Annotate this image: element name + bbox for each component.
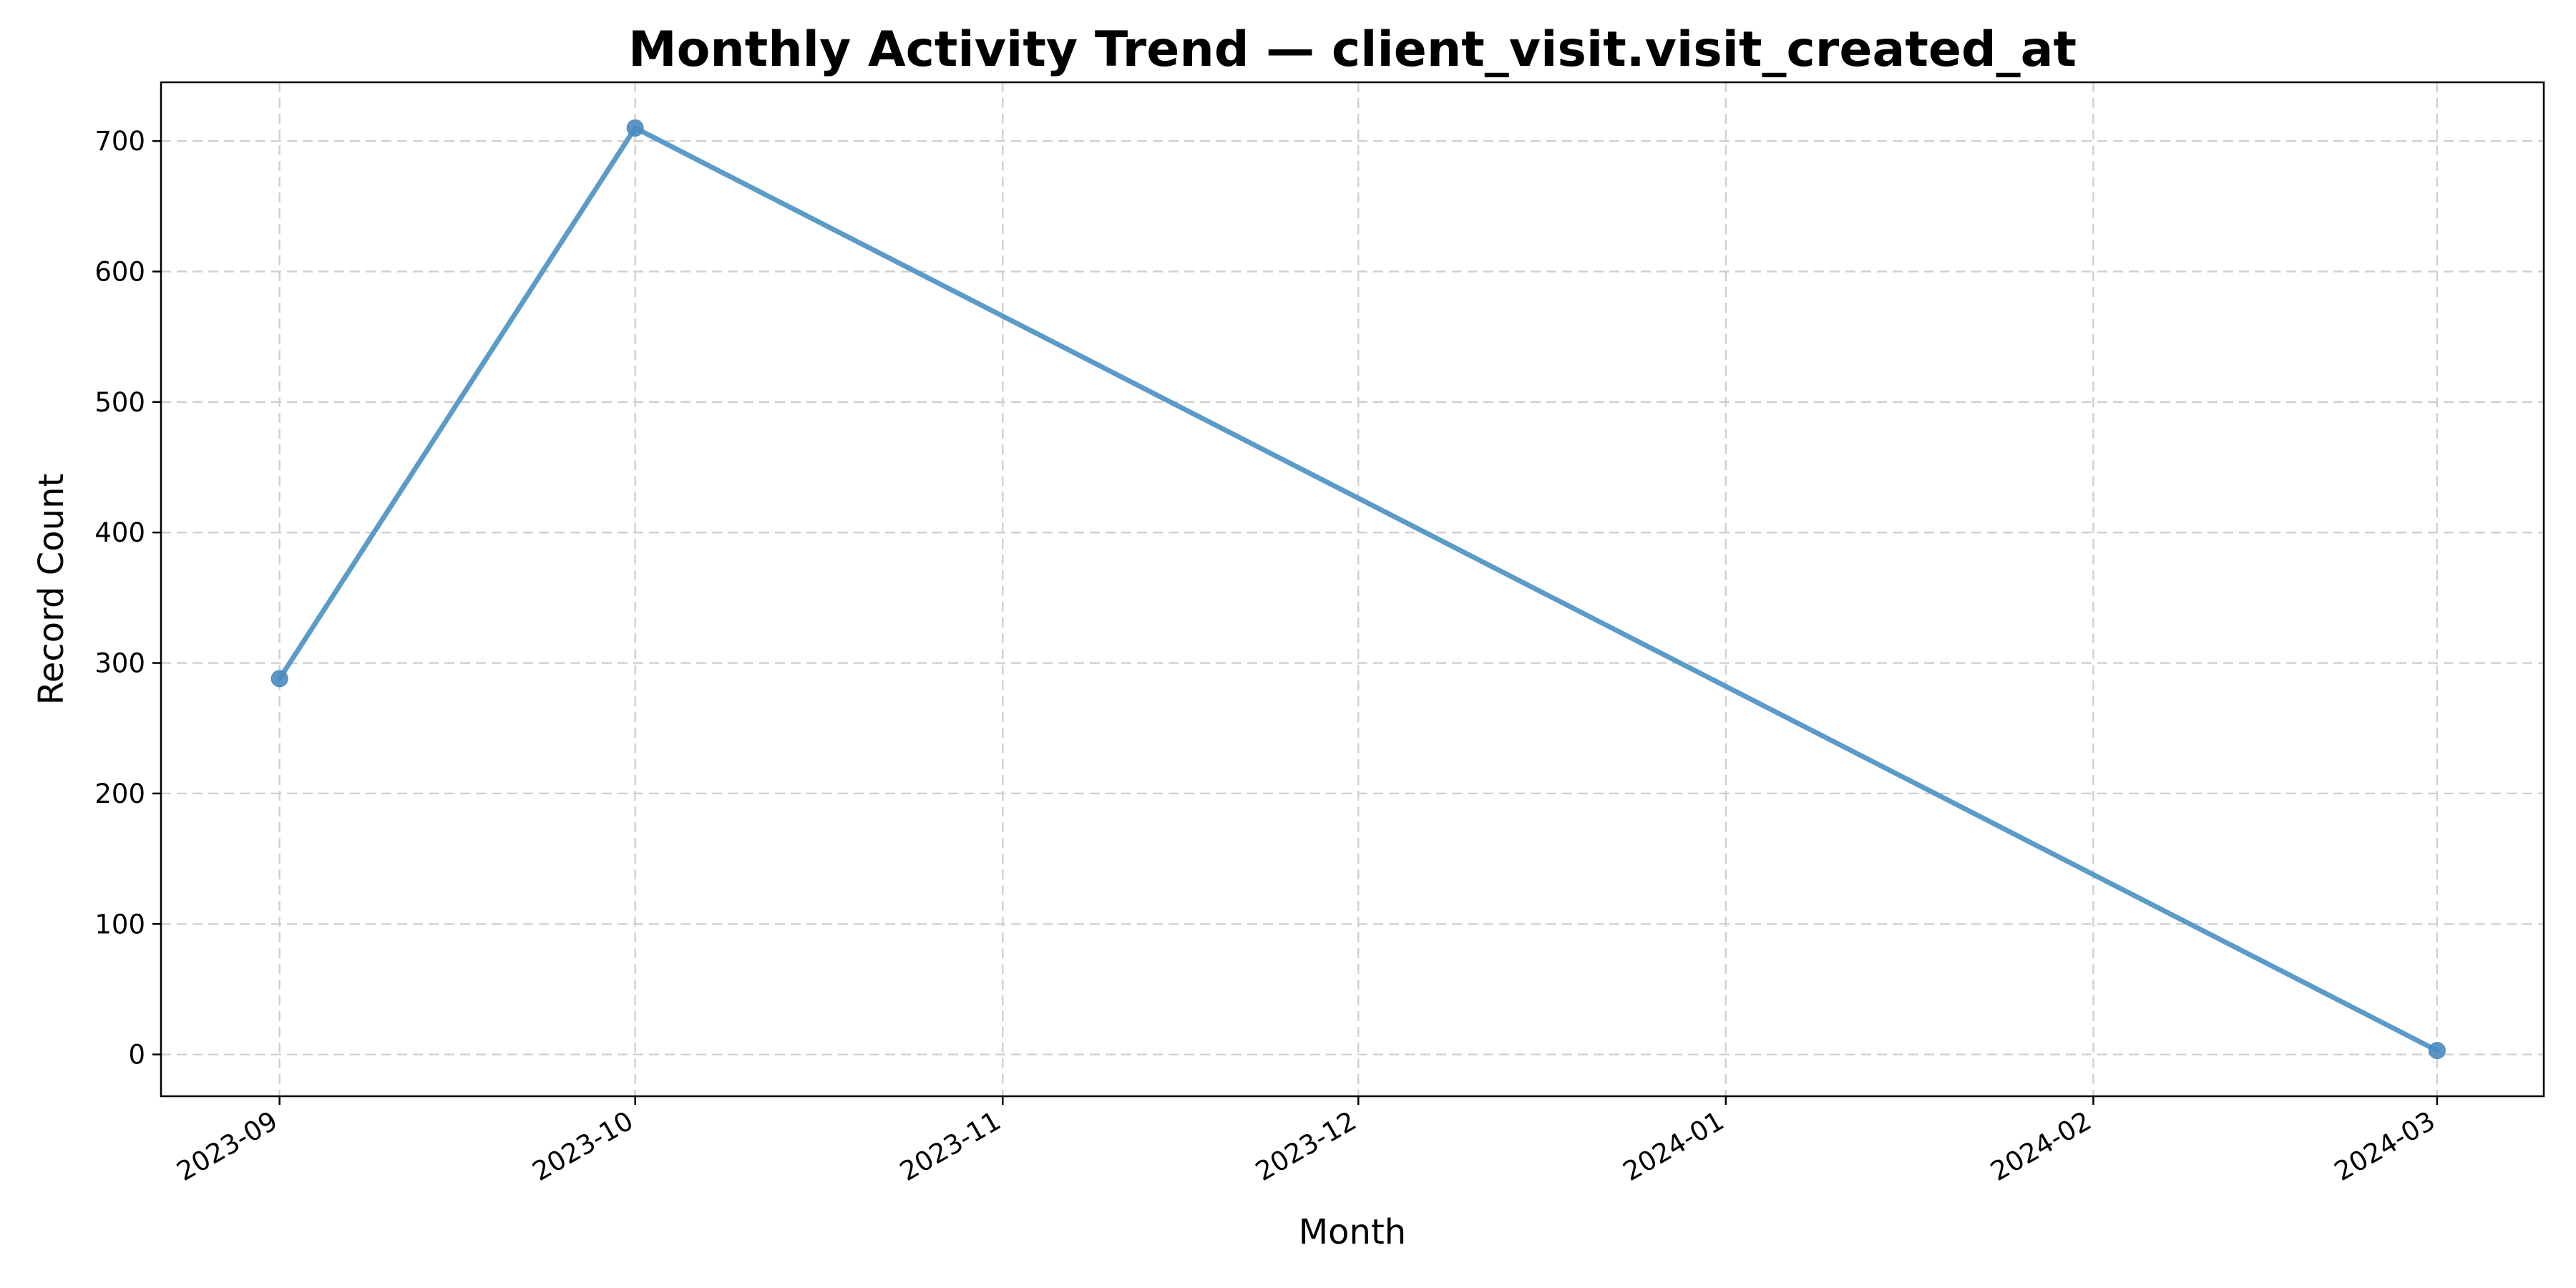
y-tick-label: 600 (94, 256, 145, 287)
data-point (626, 119, 644, 137)
y-tick-label: 700 (94, 126, 145, 157)
y-tick-label: 400 (94, 517, 145, 548)
series-layer (270, 119, 2446, 1060)
data-point (2428, 1042, 2446, 1060)
plot-frame (160, 81, 2545, 1098)
y-tick-label: 300 (94, 648, 145, 679)
chart-title: Monthly Activity Trend — client_visit.vi… (628, 21, 2077, 78)
y-tick-label: 100 (94, 909, 145, 940)
y-tick-label: 500 (94, 387, 145, 418)
y-axis-label: Record Count (31, 474, 72, 706)
y-tick-label: 200 (94, 779, 145, 809)
y-tick-label: 0 (128, 1040, 145, 1070)
data-point (270, 670, 288, 688)
grid-lines (161, 82, 2544, 1096)
x-axis-label: Month (1299, 1212, 1406, 1252)
